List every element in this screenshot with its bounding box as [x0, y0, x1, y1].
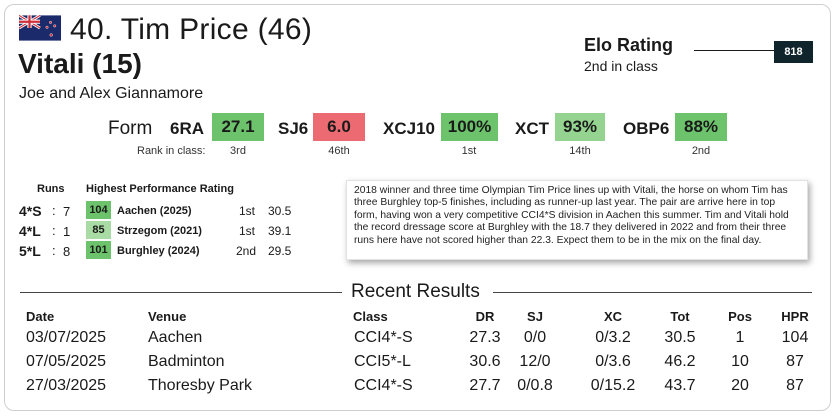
run-class-code: 4*L	[19, 223, 41, 239]
cell-dr: 27.7	[469, 377, 501, 394]
cell-dr: 30.6	[469, 353, 501, 370]
cell-venue: Badminton	[148, 353, 225, 370]
cell-venue: Thoresby Park	[148, 377, 253, 394]
cell-date: 07/05/2025	[26, 353, 107, 370]
hpr-position: 1st	[239, 224, 256, 238]
cell-class: CCI4*-S	[354, 377, 413, 394]
elo-value-badge: 818	[774, 41, 813, 63]
rank-6ra: 3rd	[230, 145, 246, 157]
new-zealand-flag-icon	[19, 15, 61, 41]
run-class-code: 4*S	[19, 203, 42, 219]
cell-hpr: 104	[781, 329, 809, 346]
rank-in-class-label: Rank in class:	[137, 145, 206, 157]
cell-xc: 0/3.2	[595, 329, 631, 346]
form-value-xcj10: 100%	[441, 113, 498, 141]
rank-xct: 14th	[569, 145, 591, 157]
section-rule-right	[493, 292, 812, 293]
runs-header: Runs	[37, 183, 65, 195]
form-value-obp6: 88%	[675, 113, 727, 141]
rank-sj6: 46th	[328, 145, 350, 157]
col-xc: XC	[603, 309, 623, 324]
form-code-6ra: 6RA	[170, 119, 205, 138]
hpr-score: 39.1	[268, 224, 292, 238]
form-code-xcj10: XCJ10	[383, 119, 435, 138]
commentary-box: 2018 winner and three time Olympian Tim …	[346, 180, 808, 260]
cell-hpr: 87	[786, 377, 804, 394]
hpr-score: 29.5	[268, 244, 292, 258]
run-colon: :	[52, 243, 56, 258]
cell-xc: 0/3.6	[595, 353, 631, 370]
col-date: Date	[26, 309, 55, 324]
cell-class: CCI5*-L	[354, 353, 411, 370]
col-venue: Venue	[148, 309, 187, 324]
cell-tot: 43.7	[664, 377, 696, 394]
col-pos: Pos	[728, 309, 752, 324]
form-code-xct: XCT	[515, 119, 549, 138]
run-count: 7	[63, 204, 71, 219]
col-tot: Tot	[670, 309, 690, 324]
form-value-6ra: 27.1	[212, 113, 264, 141]
hpr-position: 2nd	[236, 244, 257, 258]
form-value-sj6: 6.0	[313, 113, 365, 141]
horse-name: Vitali (15)	[18, 48, 142, 79]
rank-xcj10: 1st	[461, 145, 477, 157]
cell-class: CCI4*-S	[354, 329, 413, 346]
cell-sj: 12/0	[519, 353, 551, 370]
hpr-badge: 101	[86, 241, 111, 259]
cell-date: 03/07/2025	[26, 329, 107, 346]
cell-dr: 27.3	[469, 329, 501, 346]
form-code-sj6: SJ6	[278, 119, 309, 138]
cell-sj: 0/0	[523, 329, 547, 346]
recent-results-title: Recent Results	[351, 281, 480, 302]
hpr-venue: Burghley (2024)	[117, 245, 200, 257]
rank-obp6: 2nd	[691, 145, 711, 157]
run-count: 1	[63, 224, 71, 239]
cell-pos: 10	[731, 353, 749, 370]
cell-hpr: 87	[786, 353, 804, 370]
cell-venue: Aachen	[148, 329, 203, 346]
run-class-code: 5*L	[19, 243, 41, 259]
cell-sj: 0/0.8	[517, 377, 553, 394]
hpr-venue: Aachen (2025)	[117, 205, 192, 217]
col-hpr: HPR	[781, 309, 809, 324]
hpr-header: Highest Performance Rating	[86, 183, 234, 195]
col-sj: SJ	[527, 309, 543, 324]
owners: Joe and Alex Giannamore	[19, 85, 204, 102]
run-colon: :	[52, 223, 56, 238]
rider-title: 40. Tim Price (46)	[70, 13, 313, 46]
elo-rank-text: 2nd in class	[584, 58, 658, 74]
elo-rating-label: Elo Rating	[584, 35, 673, 55]
section-rule-left	[20, 292, 342, 293]
form-label: Form	[108, 118, 153, 139]
cell-pos: 20	[731, 377, 749, 394]
cell-tot: 30.5	[664, 329, 696, 346]
hpr-badge: 85	[86, 221, 111, 239]
elo-connector-line	[694, 50, 774, 51]
cell-pos: 1	[735, 329, 745, 346]
form-value-xct: 93%	[555, 113, 605, 141]
col-dr: DR	[475, 309, 495, 324]
col-class: Class	[353, 309, 388, 324]
hpr-badge: 104	[86, 201, 111, 219]
run-count: 8	[63, 244, 71, 259]
hpr-venue: Strzegom (2021)	[117, 225, 202, 237]
cell-tot: 46.2	[664, 353, 696, 370]
hpr-score: 30.5	[268, 204, 292, 218]
cell-xc: 0/15.2	[590, 377, 636, 394]
hpr-position: 1st	[239, 204, 256, 218]
run-colon: :	[52, 203, 56, 218]
form-code-obp6: OBP6	[623, 119, 670, 138]
cell-date: 27/03/2025	[26, 377, 107, 394]
